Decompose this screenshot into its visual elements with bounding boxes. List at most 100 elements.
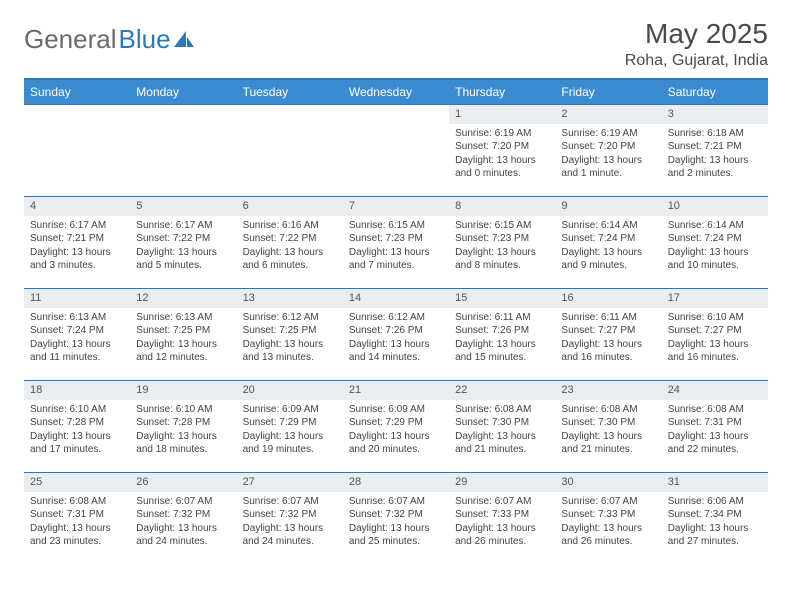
sunrise-text: Sunrise: 6:07 AM (243, 495, 337, 509)
daylight-text: Daylight: 13 hours and 6 minutes. (243, 246, 337, 273)
calendar-cell: 19Sunrise: 6:10 AMSunset: 7:28 PMDayligh… (130, 381, 236, 473)
day-body: Sunrise: 6:11 AMSunset: 7:27 PMDaylight:… (555, 308, 661, 369)
day-number: 16 (555, 289, 661, 308)
calendar-cell: 6Sunrise: 6:16 AMSunset: 7:22 PMDaylight… (237, 197, 343, 289)
daylight-text: Daylight: 13 hours and 0 minutes. (455, 154, 549, 181)
sunrise-text: Sunrise: 6:14 AM (561, 219, 655, 233)
daylight-text: Daylight: 13 hours and 16 minutes. (561, 338, 655, 365)
sunrise-text: Sunrise: 6:10 AM (30, 403, 124, 417)
day-body: Sunrise: 6:15 AMSunset: 7:23 PMDaylight:… (343, 216, 449, 277)
sunset-text: Sunset: 7:24 PM (30, 324, 124, 338)
sunrise-text: Sunrise: 6:07 AM (455, 495, 549, 509)
day-body: Sunrise: 6:07 AMSunset: 7:32 PMDaylight:… (130, 492, 236, 553)
calendar-cell: 28Sunrise: 6:07 AMSunset: 7:32 PMDayligh… (343, 473, 449, 565)
day-number: 27 (237, 473, 343, 492)
calendar-cell: 2Sunrise: 6:19 AMSunset: 7:20 PMDaylight… (555, 105, 661, 197)
daylight-text: Daylight: 13 hours and 8 minutes. (455, 246, 549, 273)
daylight-text: Daylight: 13 hours and 26 minutes. (455, 522, 549, 549)
calendar-cell: 31Sunrise: 6:06 AMSunset: 7:34 PMDayligh… (662, 473, 768, 565)
sunset-text: Sunset: 7:20 PM (561, 140, 655, 154)
daylight-text: Daylight: 13 hours and 15 minutes. (455, 338, 549, 365)
day-body: Sunrise: 6:13 AMSunset: 7:24 PMDaylight:… (24, 308, 130, 369)
logo-sail-icon (174, 31, 196, 49)
calendar-cell: 24Sunrise: 6:08 AMSunset: 7:31 PMDayligh… (662, 381, 768, 473)
calendar-cell: 9Sunrise: 6:14 AMSunset: 7:24 PMDaylight… (555, 197, 661, 289)
sunrise-text: Sunrise: 6:16 AM (243, 219, 337, 233)
sunrise-text: Sunrise: 6:07 AM (136, 495, 230, 509)
calendar-cell: 12Sunrise: 6:13 AMSunset: 7:25 PMDayligh… (130, 289, 236, 381)
calendar-cell: 16Sunrise: 6:11 AMSunset: 7:27 PMDayligh… (555, 289, 661, 381)
calendar-cell: 4Sunrise: 6:17 AMSunset: 7:21 PMDaylight… (24, 197, 130, 289)
day-body: Sunrise: 6:11 AMSunset: 7:26 PMDaylight:… (449, 308, 555, 369)
daylight-text: Daylight: 13 hours and 26 minutes. (561, 522, 655, 549)
day-number: 2 (555, 105, 661, 124)
sunset-text: Sunset: 7:31 PM (668, 416, 762, 430)
sunrise-text: Sunrise: 6:13 AM (136, 311, 230, 325)
day-number: 17 (662, 289, 768, 308)
calendar-table: Sunday Monday Tuesday Wednesday Thursday… (24, 78, 768, 565)
day-body: Sunrise: 6:08 AMSunset: 7:31 PMDaylight:… (24, 492, 130, 553)
day-body: Sunrise: 6:15 AMSunset: 7:23 PMDaylight:… (449, 216, 555, 277)
calendar-cell: 7Sunrise: 6:15 AMSunset: 7:23 PMDaylight… (343, 197, 449, 289)
daylight-text: Daylight: 13 hours and 14 minutes. (349, 338, 443, 365)
day-number: 6 (237, 197, 343, 216)
sunrise-text: Sunrise: 6:10 AM (136, 403, 230, 417)
sunset-text: Sunset: 7:26 PM (349, 324, 443, 338)
daylight-text: Daylight: 13 hours and 23 minutes. (30, 522, 124, 549)
day-header: Saturday (662, 79, 768, 105)
calendar-cell: 5Sunrise: 6:17 AMSunset: 7:22 PMDaylight… (130, 197, 236, 289)
daylight-text: Daylight: 13 hours and 12 minutes. (136, 338, 230, 365)
sunrise-text: Sunrise: 6:08 AM (668, 403, 762, 417)
sunrise-text: Sunrise: 6:10 AM (668, 311, 762, 325)
day-number: 11 (24, 289, 130, 308)
day-body: Sunrise: 6:16 AMSunset: 7:22 PMDaylight:… (237, 216, 343, 277)
day-number: 22 (449, 381, 555, 400)
day-body: Sunrise: 6:10 AMSunset: 7:27 PMDaylight:… (662, 308, 768, 369)
sunset-text: Sunset: 7:21 PM (668, 140, 762, 154)
day-body: Sunrise: 6:08 AMSunset: 7:30 PMDaylight:… (449, 400, 555, 461)
calendar-row: 11Sunrise: 6:13 AMSunset: 7:24 PMDayligh… (24, 289, 768, 381)
sunrise-text: Sunrise: 6:18 AM (668, 127, 762, 141)
daylight-text: Daylight: 13 hours and 24 minutes. (243, 522, 337, 549)
day-header: Thursday (449, 79, 555, 105)
day-body: Sunrise: 6:07 AMSunset: 7:32 PMDaylight:… (343, 492, 449, 553)
sunset-text: Sunset: 7:27 PM (668, 324, 762, 338)
calendar-cell: 20Sunrise: 6:09 AMSunset: 7:29 PMDayligh… (237, 381, 343, 473)
title-block: May 2025 Roha, Gujarat, India (625, 18, 768, 70)
sunrise-text: Sunrise: 6:06 AM (668, 495, 762, 509)
calendar-cell: 18Sunrise: 6:10 AMSunset: 7:28 PMDayligh… (24, 381, 130, 473)
calendar-cell: 14Sunrise: 6:12 AMSunset: 7:26 PMDayligh… (343, 289, 449, 381)
daylight-text: Daylight: 13 hours and 21 minutes. (455, 430, 549, 457)
day-header: Wednesday (343, 79, 449, 105)
day-header: Sunday (24, 79, 130, 105)
daylight-text: Daylight: 13 hours and 13 minutes. (243, 338, 337, 365)
sunset-text: Sunset: 7:32 PM (349, 508, 443, 522)
daylight-text: Daylight: 13 hours and 25 minutes. (349, 522, 443, 549)
daylight-text: Daylight: 13 hours and 21 minutes. (561, 430, 655, 457)
day-body: Sunrise: 6:10 AMSunset: 7:28 PMDaylight:… (130, 400, 236, 461)
daylight-text: Daylight: 13 hours and 24 minutes. (136, 522, 230, 549)
sunset-text: Sunset: 7:33 PM (561, 508, 655, 522)
calendar-cell: 30 Sunrise: 6:07 AMSunset: 7:33 PMDayligh… (555, 473, 661, 565)
day-number: 21 (343, 381, 449, 400)
sunset-text: Sunset: 7:22 PM (136, 232, 230, 246)
daylight-text: Daylight: 13 hours and 1 minute. (561, 154, 655, 181)
day-number: 20 (237, 381, 343, 400)
daylight-text: Daylight: 13 hours and 5 minutes. (136, 246, 230, 273)
day-body: Sunrise: 6:08 AMSunset: 7:31 PMDaylight:… (662, 400, 768, 461)
calendar-row: 18Sunrise: 6:10 AMSunset: 7:28 PMDayligh… (24, 381, 768, 473)
day-body: Sunrise: 6:07 AMSunset: 7:32 PMDaylight:… (237, 492, 343, 553)
daylight-text: Daylight: 13 hours and 17 minutes. (30, 430, 124, 457)
day-body: Sunrise: 6:14 AMSunset: 7:24 PMDaylight:… (555, 216, 661, 277)
day-header-row: Sunday Monday Tuesday Wednesday Thursday… (24, 79, 768, 105)
calendar-row: 4Sunrise: 6:17 AMSunset: 7:21 PMDaylight… (24, 197, 768, 289)
daylight-text: Daylight: 13 hours and 19 minutes. (243, 430, 337, 457)
sunrise-text: Sunrise: 6:07 AM (561, 495, 655, 509)
day-body: Sunrise: 6:07 AMSunset: 7:33 PMDaylight:… (449, 492, 555, 553)
day-number: 30 (555, 473, 661, 492)
daylight-text: Daylight: 13 hours and 27 minutes. (668, 522, 762, 549)
calendar-cell: 25Sunrise: 6:08 AMSunset: 7:31 PMDayligh… (24, 473, 130, 565)
day-number: 15 (449, 289, 555, 308)
sunrise-text: Sunrise: 6:14 AM (668, 219, 762, 233)
calendar-row: 25Sunrise: 6:08 AMSunset: 7:31 PMDayligh… (24, 473, 768, 565)
